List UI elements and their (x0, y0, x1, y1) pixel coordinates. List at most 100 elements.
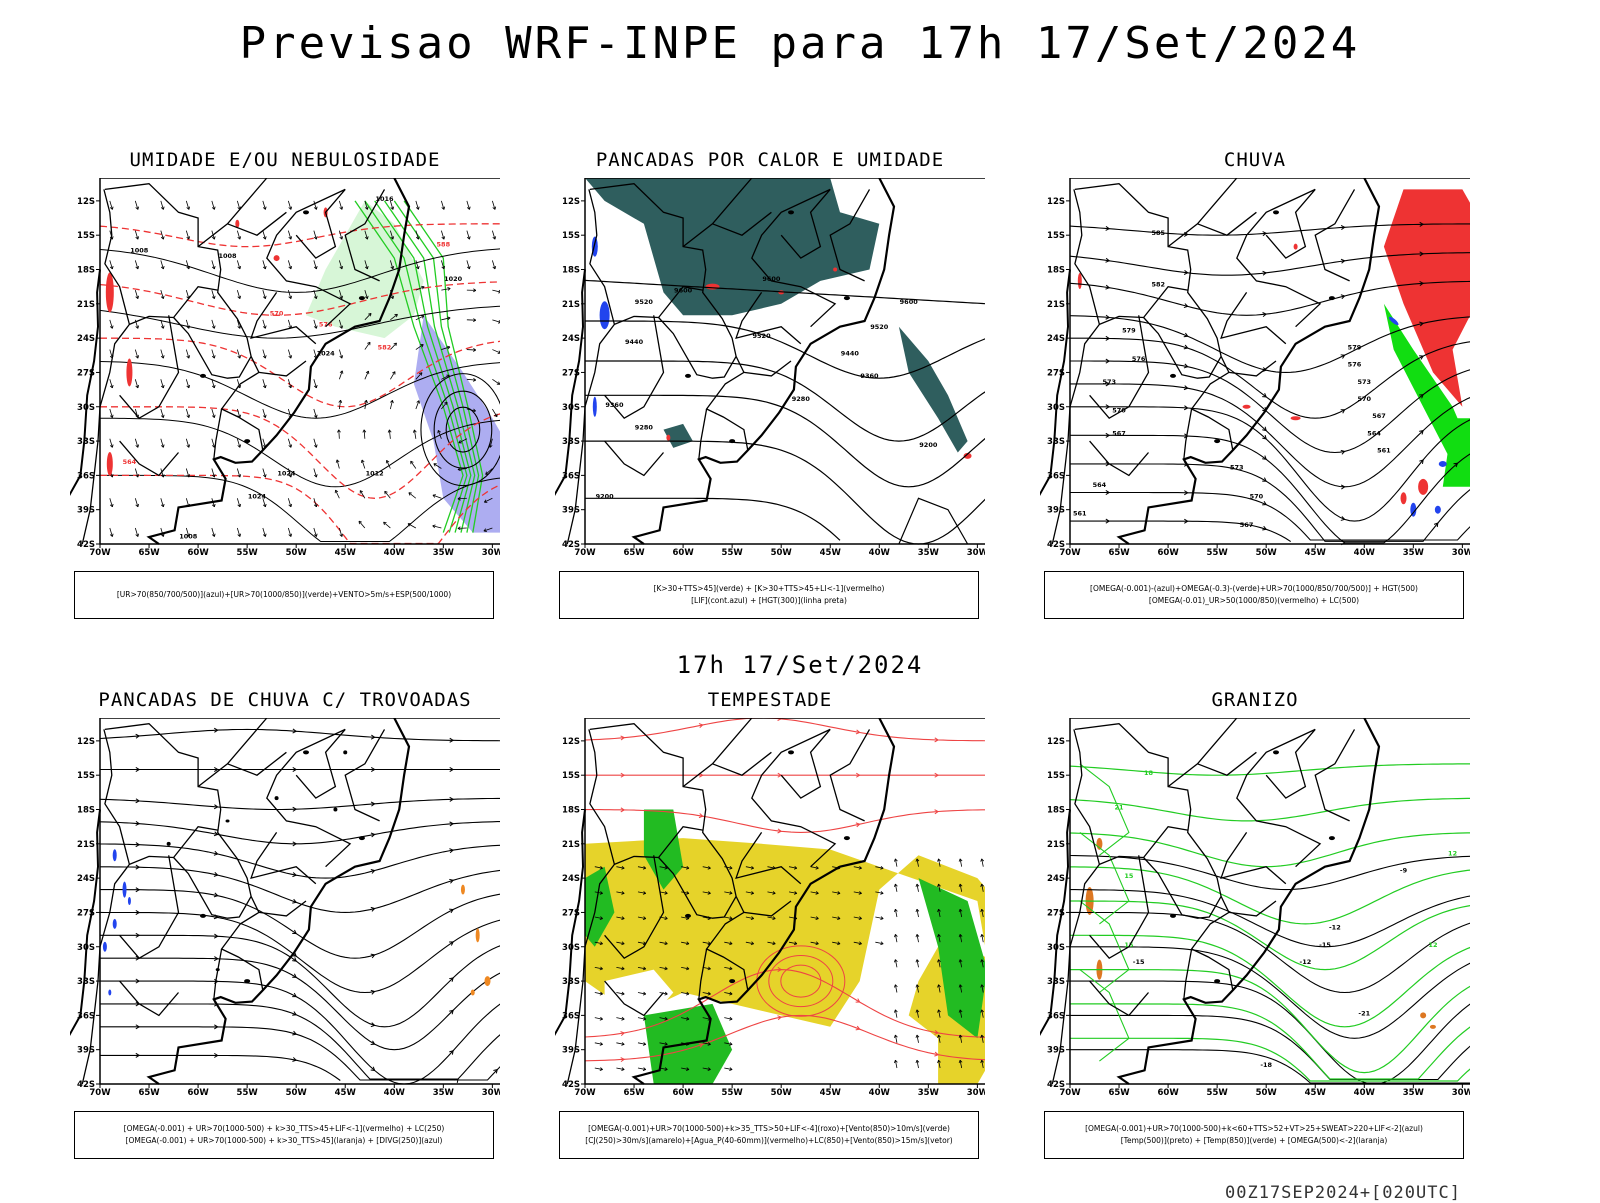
political-border (683, 718, 752, 787)
lon-tick-label: 60W (1157, 548, 1179, 558)
political-border (699, 409, 707, 459)
lat-tick-label: 12S (77, 197, 95, 207)
political-border (1229, 901, 1276, 916)
lon-tick-label: 35W (918, 548, 940, 558)
omega500-orange-area (1430, 1025, 1436, 1029)
lat-tick-label: 39S (562, 506, 580, 516)
hgt300-label: 9280 (792, 395, 811, 403)
legend-box: [OMEGA(-0.001) + UR>70(1000-500) + k>30_… (74, 1111, 494, 1159)
thickness-label: 588 (437, 241, 451, 249)
instability-red-area (706, 284, 720, 290)
lat-tick-label: 30S (77, 943, 95, 953)
lat-tick-label: 39S (77, 506, 95, 516)
lon-tick-label: 70W (574, 1088, 596, 1098)
instability-red-area (833, 268, 837, 272)
lat-tick-label: 18S (1047, 806, 1065, 816)
lat-tick-label: 36S (77, 1011, 95, 1021)
political-border (1237, 729, 1320, 866)
hgt300-label: 9200 (919, 441, 938, 449)
political-border (1074, 729, 1188, 864)
lat-tick-label: 24S (562, 874, 580, 884)
omega-blue-area (1435, 506, 1441, 514)
streamline (100, 798, 500, 809)
hgt500-label: 573 (1102, 378, 1116, 386)
wind-vector (409, 493, 416, 499)
political-border (174, 858, 252, 919)
lat-tick-label: 24S (77, 874, 95, 884)
hgt500-label: 564 (1367, 429, 1381, 437)
lake-shape (303, 210, 309, 214)
political-border (1221, 292, 1286, 343)
mslp-contour (100, 475, 500, 541)
panel-title: GRANIZO (1040, 689, 1470, 711)
panel-title: UMIDADE E/OU NEBULOSIDADE (70, 149, 500, 171)
lake-shape (685, 914, 691, 918)
lat-tick-label: 21S (1047, 300, 1065, 310)
lat-tick-label: 27S (1047, 368, 1065, 378)
temp850-contour (1070, 798, 1470, 821)
lat-tick-label: 21S (77, 840, 95, 850)
lon-tick-label: 65W (1108, 1088, 1130, 1098)
humidity-red-patch (274, 255, 280, 261)
lon-tick-label: 70W (1059, 548, 1081, 558)
lat-tick-label: 12S (77, 737, 95, 747)
hgt300-label: 9360 (860, 372, 879, 380)
omega-ur-red-area (1294, 244, 1298, 250)
lat-tick-label: 30S (1047, 943, 1065, 953)
hgt500-label: 573 (1230, 464, 1244, 472)
lon-tick-label: 30W (967, 1088, 985, 1098)
map-umidade: 1008100810081012101610201024102410245645… (70, 178, 500, 568)
lon-tick-label: 70W (89, 548, 111, 558)
lon-tick-label: 70W (89, 1088, 111, 1098)
legend-box: [UR>70(850/700/500)](azul)+[UR>70(1000/8… (74, 571, 494, 619)
lon-tick-label: 50W (771, 1088, 793, 1098)
lat-tick-label: 15S (77, 231, 95, 241)
streamline (100, 1055, 340, 1080)
streamline (100, 981, 500, 1084)
temp850-label: 15 (1124, 941, 1134, 949)
lat-tick-label: 21S (562, 840, 580, 850)
political-border (605, 441, 664, 475)
political-border (659, 318, 737, 379)
temp500-label: -15 (1319, 941, 1331, 949)
instability-orange-area (476, 928, 480, 942)
lat-tick-label: 18S (77, 806, 95, 816)
lat-tick-label: 24S (562, 334, 580, 344)
hgt300-contour (585, 441, 985, 544)
lat-tick-label: 36S (77, 471, 95, 481)
lat-tick-label: 18S (562, 266, 580, 276)
lat-tick-label: 39S (1047, 1046, 1065, 1056)
lon-tick-label: 35W (918, 1088, 940, 1098)
hgt300-label: 9440 (841, 349, 860, 357)
valid-time-label: 17h 17/Set/2024 (0, 651, 1600, 679)
temp850-label: 18 (1144, 769, 1154, 777)
lon-tick-label: 45W (335, 1088, 357, 1098)
lon-tick-label: 60W (187, 548, 209, 558)
pressure-contour-label: 1008 (130, 246, 149, 254)
temp500-label: -21 (1358, 1009, 1370, 1017)
lat-tick-label: 18S (562, 806, 580, 816)
lat-tick-label: 18S (77, 266, 95, 276)
temp500-contour (1070, 890, 1470, 947)
political-border (1090, 855, 1149, 958)
lat-tick-label: 12S (1047, 737, 1065, 747)
legend-line-2: [CJ(250)>30m/s](amarelo)+[Agua_P(40-60mm… (560, 1135, 978, 1147)
humidity-red-patch (126, 358, 132, 386)
lat-tick-label: 36S (1047, 1011, 1065, 1021)
hgt300-label: 9280 (635, 424, 654, 432)
lon-tick-label: 30W (482, 1088, 500, 1098)
pressure-contour-label: 1024 (248, 492, 267, 500)
lat-tick-label: 12S (1047, 197, 1065, 207)
lon-tick-label: 60W (1157, 1088, 1179, 1098)
political-border (105, 724, 263, 991)
lon-tick-label: 30W (482, 548, 500, 558)
streamline (100, 821, 500, 843)
humidity-red-patch (107, 452, 113, 476)
pressure-contour-label: 1012 (366, 469, 384, 477)
streamline (100, 1027, 500, 1080)
lon-tick-label: 35W (1403, 1088, 1425, 1098)
omega-ur-red-area (1243, 405, 1251, 409)
